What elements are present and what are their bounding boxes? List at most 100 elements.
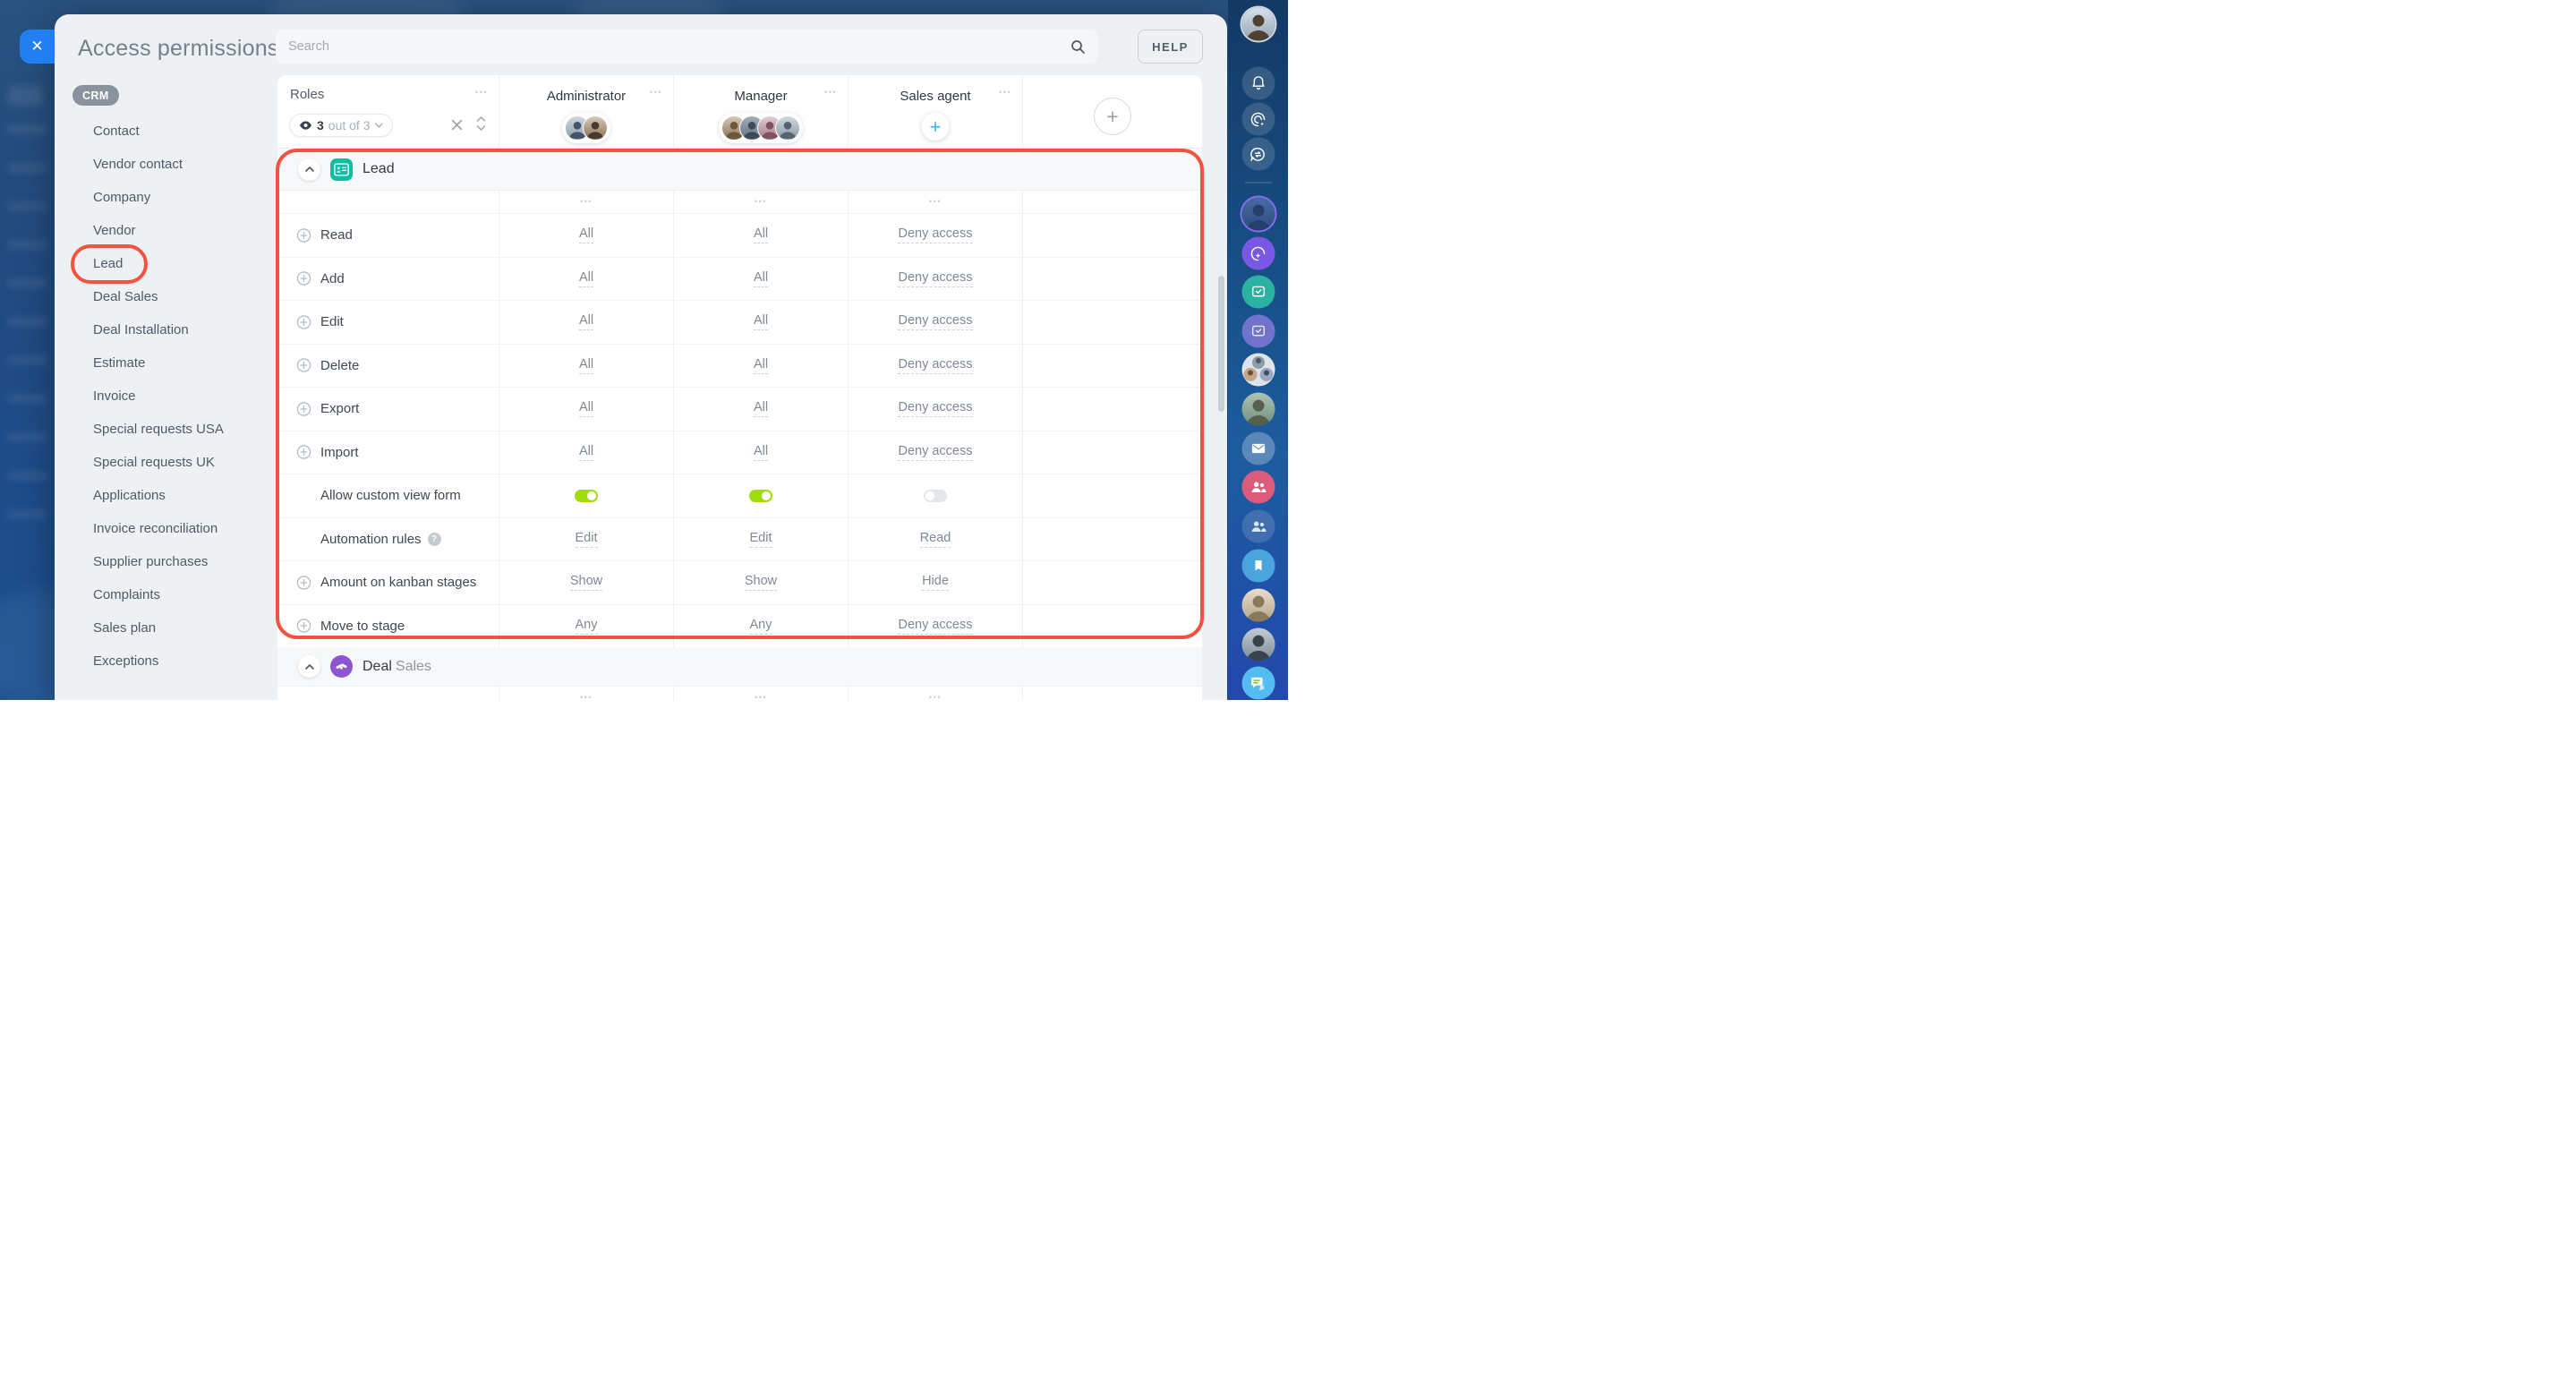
- add-role-button[interactable]: +: [1094, 98, 1131, 135]
- role-name[interactable]: Manager: [734, 89, 788, 104]
- sidebar-item-company[interactable]: Company: [93, 190, 151, 205]
- copilot-active-icon[interactable]: [1241, 236, 1275, 270]
- search-icon[interactable]: [1070, 39, 1086, 59]
- permission-value[interactable]: Deny access: [898, 618, 973, 635]
- permission-value[interactable]: Any: [749, 618, 772, 635]
- sidebar-item-sales-plan[interactable]: Sales plan: [93, 620, 157, 636]
- permission-value[interactable]: Deny access: [898, 226, 973, 244]
- cell-menu-icon[interactable]: •••: [929, 197, 942, 206]
- role-menu-icon[interactable]: •••: [999, 88, 1011, 97]
- role-members-avatars[interactable]: [719, 113, 803, 143]
- permission-value[interactable]: All: [578, 270, 594, 287]
- toggle-on[interactable]: [575, 489, 598, 502]
- sidebar-item-lead[interactable]: Lead: [93, 256, 124, 271]
- cell-menu-icon[interactable]: •••: [929, 693, 942, 701]
- permission-value[interactable]: Show: [569, 574, 603, 592]
- sidebar-item-deal-sales[interactable]: Deal Sales: [93, 289, 158, 304]
- cell-menu-icon[interactable]: •••: [755, 197, 767, 206]
- permission-value[interactable]: All: [578, 313, 594, 331]
- role-name[interactable]: Sales agent: [900, 89, 971, 104]
- sidebar-item-complaints[interactable]: Complaints: [93, 587, 161, 602]
- sidebar-item-deal-installation[interactable]: Deal Installation: [93, 322, 189, 337]
- roles-menu-icon[interactable]: •••: [475, 88, 488, 97]
- search-input[interactable]: [276, 30, 1097, 64]
- permission-value[interactable]: Deny access: [898, 270, 973, 287]
- permission-value[interactable]: Edit: [749, 531, 772, 548]
- permission-value[interactable]: All: [753, 270, 769, 287]
- sidebar-item-supplier-purchases[interactable]: Supplier purchases: [93, 554, 209, 569]
- sort-icon[interactable]: [475, 115, 487, 137]
- messenger-icon[interactable]: [1241, 137, 1275, 171]
- permission-value[interactable]: All: [578, 400, 594, 418]
- help-button[interactable]: HELP: [1138, 30, 1203, 64]
- sidebar-item-invoice-reconciliation[interactable]: Invoice reconciliation: [93, 521, 218, 536]
- cell-menu-icon[interactable]: •••: [755, 693, 767, 701]
- collapse-section-button[interactable]: [298, 655, 320, 678]
- tasks-muted-icon[interactable]: [1241, 314, 1275, 348]
- permission-value[interactable]: Deny access: [898, 400, 973, 418]
- close-button[interactable]: ✕: [20, 30, 55, 64]
- sidebar-item-vendor[interactable]: Vendor: [93, 223, 136, 238]
- permission-value[interactable]: Deny access: [898, 313, 973, 331]
- permission-value[interactable]: Deny access: [898, 357, 973, 374]
- expand-icon[interactable]: [296, 445, 311, 460]
- user-avatar[interactable]: [1241, 197, 1275, 231]
- permission-value[interactable]: Hide: [922, 574, 949, 592]
- expand-icon[interactable]: [296, 227, 311, 243]
- permission-value[interactable]: Deny access: [898, 444, 973, 461]
- support-chat-icon[interactable]: [1241, 666, 1275, 700]
- expand-icon[interactable]: [296, 619, 311, 634]
- permission-value[interactable]: All: [578, 226, 594, 244]
- clear-sort-icon[interactable]: [451, 119, 463, 135]
- permission-value[interactable]: All: [578, 357, 594, 374]
- user-avatar[interactable]: [1241, 392, 1275, 426]
- cell-menu-icon[interactable]: •••: [580, 197, 593, 206]
- expand-icon[interactable]: [296, 314, 311, 329]
- permission-value[interactable]: Show: [744, 574, 778, 592]
- sidebar-item-special-requests-usa[interactable]: Special requests USA: [93, 422, 224, 437]
- expand-icon[interactable]: [296, 358, 311, 373]
- expand-icon[interactable]: [296, 575, 311, 590]
- crm-clients-icon[interactable]: [1241, 470, 1275, 504]
- expand-icon[interactable]: [296, 271, 311, 286]
- mail-icon[interactable]: [1241, 431, 1275, 465]
- copilot-icon[interactable]: [1241, 102, 1275, 136]
- employees-icon[interactable]: [1241, 509, 1275, 543]
- permission-value[interactable]: Read: [919, 531, 951, 548]
- permission-value[interactable]: All: [753, 400, 769, 418]
- collapse-section-button[interactable]: [298, 158, 320, 181]
- sidebar-item-applications[interactable]: Applications: [93, 488, 166, 503]
- permission-value[interactable]: All: [753, 444, 769, 461]
- tasks-icon[interactable]: [1241, 275, 1275, 309]
- notifications-bell-icon[interactable]: [1241, 66, 1275, 100]
- toggle-on[interactable]: [749, 489, 772, 502]
- role-name[interactable]: Administrator: [546, 89, 627, 104]
- permission-value[interactable]: Any: [575, 618, 598, 635]
- cell-menu-icon[interactable]: •••: [580, 693, 593, 701]
- user-avatar[interactable]: [1241, 7, 1275, 41]
- permission-value[interactable]: All: [753, 313, 769, 331]
- help-question-icon[interactable]: ?: [427, 532, 441, 546]
- sidebar-item-special-requests-uk[interactable]: Special requests UK: [93, 455, 215, 470]
- role-menu-icon[interactable]: •••: [824, 88, 837, 97]
- user-avatar[interactable]: [1241, 627, 1275, 662]
- permission-value[interactable]: All: [753, 226, 769, 244]
- add-member-button[interactable]: +: [921, 113, 950, 141]
- role-members-avatars[interactable]: [562, 113, 610, 143]
- role-menu-icon[interactable]: •••: [650, 88, 662, 97]
- bookmark-icon[interactable]: [1241, 549, 1275, 583]
- vertical-scrollbar[interactable]: [1218, 276, 1224, 412]
- user-avatar[interactable]: [1241, 588, 1275, 622]
- toggle-off[interactable]: [924, 489, 947, 502]
- expand-icon[interactable]: [296, 401, 311, 416]
- roles-filter-chip[interactable]: 3 out of 3: [289, 114, 393, 137]
- sidebar-item-invoice[interactable]: Invoice: [93, 388, 136, 404]
- sidebar-item-exceptions[interactable]: Exceptions: [93, 653, 159, 669]
- sidebar-item-estimate[interactable]: Estimate: [93, 355, 146, 371]
- group-chat-avatar[interactable]: [1241, 353, 1275, 387]
- permission-value[interactable]: All: [753, 357, 769, 374]
- sidebar-item-vendor-contact[interactable]: Vendor contact: [93, 157, 183, 172]
- sidebar-item-contact[interactable]: Contact: [93, 124, 140, 139]
- permission-value[interactable]: Edit: [575, 531, 598, 548]
- permission-value[interactable]: All: [578, 444, 594, 461]
